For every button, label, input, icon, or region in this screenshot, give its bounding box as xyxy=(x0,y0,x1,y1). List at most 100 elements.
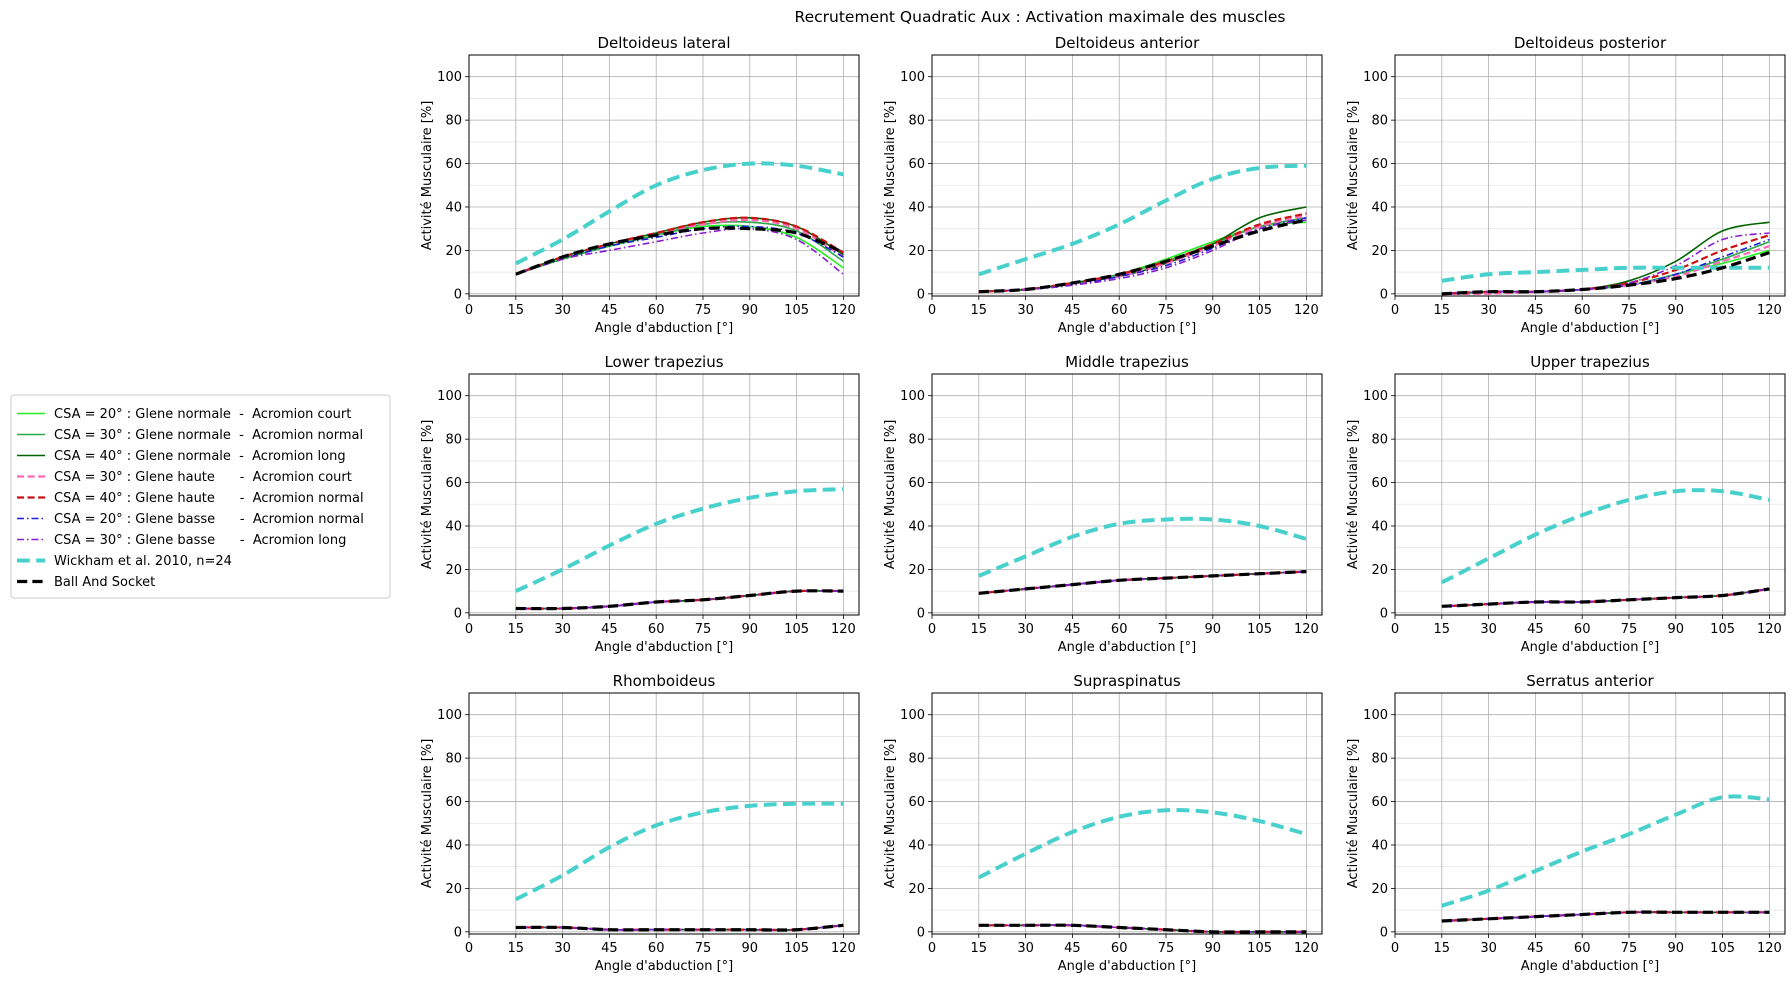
x-tick-label: 30 xyxy=(554,941,571,956)
x-tick-label: 0 xyxy=(465,941,473,956)
x-tick-label: 105 xyxy=(1710,941,1735,956)
x-tick-label: 60 xyxy=(1111,622,1128,637)
series-group xyxy=(1440,488,1770,608)
x-tick-label: 60 xyxy=(1574,622,1591,637)
x-tick-label: 75 xyxy=(1158,622,1175,637)
x-tick-label: 105 xyxy=(784,941,809,956)
axes-frame xyxy=(931,373,1323,616)
x-axis-label: Angle d'abduction [°] xyxy=(595,640,734,655)
y-tick-label: 40 xyxy=(445,519,462,534)
y-tick-label: 80 xyxy=(908,114,925,129)
panel-deltoideus-posterior: 0 15 30 45 60 75 90 105 120 0 20 40 60 80 100 Deltoideu… xyxy=(1346,34,1786,336)
x-tick-label: 45 xyxy=(601,303,618,318)
series-line-csa-40-glene-normale-acromion-long xyxy=(1441,221,1770,295)
x-tick-label: 90 xyxy=(1205,303,1222,318)
y-axis-label: Activité Musculaire [%] xyxy=(883,101,898,251)
series-line-csa-40-glene-haute-acromion-normal xyxy=(515,216,844,276)
x-axis-label: Angle d'abduction [°] xyxy=(1521,640,1660,655)
x-tick-label: 120 xyxy=(831,622,856,637)
y-tick-label: 40 xyxy=(1371,519,1388,534)
y-tick-label: 40 xyxy=(1371,200,1388,215)
x-tick-label: 90 xyxy=(742,941,759,956)
series-group xyxy=(978,516,1307,595)
y-tick-label: 60 xyxy=(1371,795,1388,810)
x-tick-label: 105 xyxy=(1247,622,1272,637)
y-tick-label: 80 xyxy=(445,433,462,448)
y-tick-label: 0 xyxy=(454,606,462,621)
panel-lower-trapezius: 0 15 30 45 60 75 90 105 120 0 20 40 60 80 100 Lower tra… xyxy=(420,353,860,655)
x-tick-label: 90 xyxy=(742,622,759,637)
y-tick-label: 60 xyxy=(1371,476,1388,491)
x-axis-label: Angle d'abduction [°] xyxy=(1058,640,1197,655)
x-tick-label: 105 xyxy=(784,303,809,318)
legend-frame xyxy=(10,394,391,599)
x-axis-label: Angle d'abduction [°] xyxy=(1521,321,1660,336)
y-tick-label: 20 xyxy=(908,882,925,897)
x-tick-label: 0 xyxy=(928,303,936,318)
x-tick-label: 90 xyxy=(1668,303,1685,318)
x-tick-label: 0 xyxy=(1391,303,1399,318)
series-line-ball-and-socket xyxy=(515,226,845,276)
x-tick-label: 45 xyxy=(1064,303,1081,318)
legend-entry: CSA = 20° : Glene basse - Acromion norma… xyxy=(17,512,364,527)
y-tick-label: 0 xyxy=(1380,925,1388,940)
y-tick-label: 100 xyxy=(900,389,925,404)
x-tick-label: 60 xyxy=(648,622,665,637)
series-group xyxy=(514,487,844,611)
x-tick-label: 60 xyxy=(1574,303,1591,318)
y-axis-label: Activité Musculaire [%] xyxy=(1346,420,1361,570)
axes-frame xyxy=(468,373,860,616)
y-axis-label: Activité Musculaire [%] xyxy=(1346,739,1361,889)
panel-middle-trapezius: 0 15 30 45 60 75 90 105 120 0 20 40 60 80 100 Middle tr… xyxy=(883,353,1323,655)
series-line-wickham-et-al-2010-n-24 xyxy=(514,487,844,593)
y-tick-label: 40 xyxy=(908,519,925,534)
axes-frame xyxy=(931,692,1323,935)
y-axis-label: Activité Musculaire [%] xyxy=(420,101,435,251)
x-tick-label: 15 xyxy=(508,303,525,318)
x-tick-label: 45 xyxy=(1527,622,1544,637)
y-tick-label: 20 xyxy=(445,563,462,578)
x-tick-label: 0 xyxy=(1391,941,1399,956)
series-line-csa-40-glene-normale-acromion-long xyxy=(978,206,1307,293)
series-group xyxy=(977,807,1307,934)
y-tick-label: 0 xyxy=(454,287,462,302)
x-tick-label: 105 xyxy=(1247,941,1272,956)
panel-title: Middle trapezius xyxy=(1065,353,1189,371)
axes-frame xyxy=(1394,54,1786,297)
figure-title: Recrutement Quadratic Aux : Activation m… xyxy=(795,8,1286,26)
series-line-csa-30-glene-haute-acromion-court xyxy=(978,214,1307,293)
legend-entry: CSA = 40° : Glene haute - Acromion norma… xyxy=(17,491,364,506)
series-line-wickham-et-al-2010-n-24 xyxy=(1440,488,1770,585)
x-tick-label: 15 xyxy=(971,622,988,637)
x-axis-label: Angle d'abduction [°] xyxy=(1521,959,1660,974)
x-tick-label: 120 xyxy=(1294,941,1319,956)
y-tick-label: 40 xyxy=(445,200,462,215)
legend-entry: Wickham et al. 2010, n=24 xyxy=(17,554,232,569)
x-tick-label: 15 xyxy=(508,941,525,956)
series-line-csa-40-glene-haute-acromion-normal xyxy=(515,589,844,610)
y-tick-label: 20 xyxy=(1371,244,1388,259)
x-tick-label: 120 xyxy=(831,303,856,318)
x-axis-label: Angle d'abduction [°] xyxy=(595,321,734,336)
x-tick-label: 45 xyxy=(1064,941,1081,956)
x-tick-label: 0 xyxy=(465,622,473,637)
x-tick-label: 30 xyxy=(1480,941,1497,956)
y-tick-label: 100 xyxy=(900,708,925,723)
series-group xyxy=(1441,794,1770,923)
series-line-csa-30-glene-basse-acromion-long xyxy=(515,227,844,276)
x-axis-label: Angle d'abduction [°] xyxy=(595,959,734,974)
x-tick-label: 60 xyxy=(1574,941,1591,956)
series-line-ball-and-socket xyxy=(515,589,844,611)
x-tick-label: 90 xyxy=(1668,622,1685,637)
series-line-csa-30-glene-haute-acromion-court xyxy=(515,589,844,610)
legend-entry: Ball And Socket xyxy=(17,575,155,590)
y-tick-label: 40 xyxy=(908,200,925,215)
x-tick-label: 15 xyxy=(1434,303,1451,318)
x-tick-label: 120 xyxy=(1294,303,1319,318)
y-axis-label: Activité Musculaire [%] xyxy=(420,739,435,889)
axes-frame xyxy=(1394,692,1786,935)
x-tick-label: 120 xyxy=(1294,622,1319,637)
x-tick-label: 30 xyxy=(1480,622,1497,637)
panel-serratus-anterior: 0 15 30 45 60 75 90 105 120 0 20 40 60 80 100 Serratus … xyxy=(1346,672,1786,974)
